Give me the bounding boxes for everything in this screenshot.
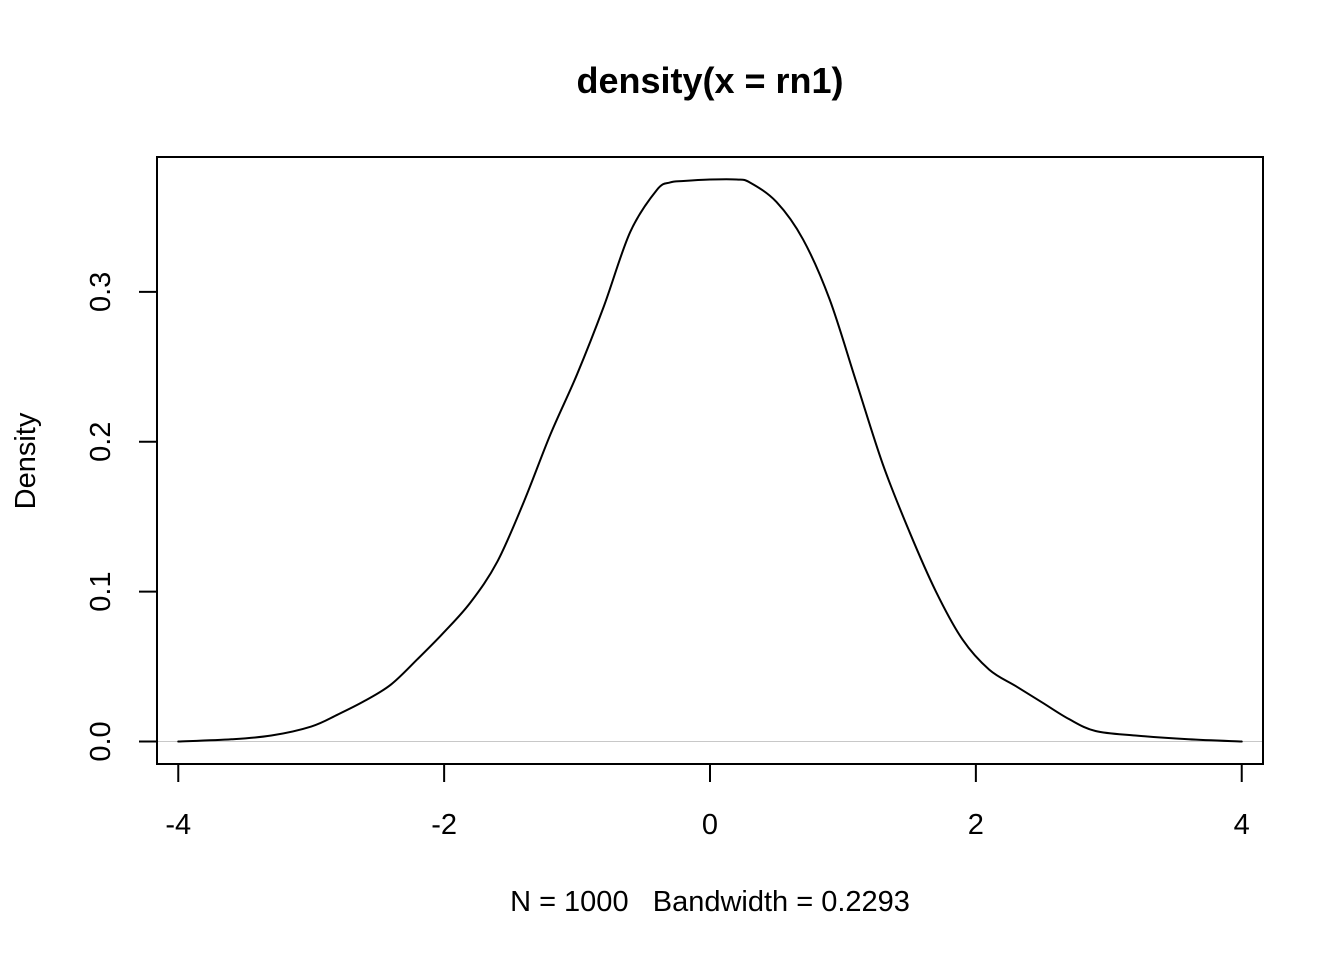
x-tick-label: 0 bbox=[702, 809, 718, 841]
x-tick-label: -4 bbox=[165, 809, 191, 841]
y-tick-label: 0.3 bbox=[85, 272, 117, 312]
x-axis-label: N = 1000 Bandwidth = 0.2293 bbox=[510, 886, 910, 918]
plot-area bbox=[158, 178, 1262, 743]
density-curve bbox=[177, 178, 1243, 743]
plot-frame bbox=[156, 156, 1264, 765]
x-tick-label: 4 bbox=[1234, 809, 1250, 841]
y-tick-label: 0.1 bbox=[85, 571, 117, 611]
y-axis-label: Density bbox=[10, 412, 42, 509]
y-tick-label: 0.0 bbox=[85, 721, 117, 761]
x-tick-label: -2 bbox=[431, 809, 457, 841]
x-tick-label: 2 bbox=[968, 809, 984, 841]
x-axis: -4 -2 0 2 4 bbox=[165, 763, 1250, 841]
chart-title: density(x = rn1) bbox=[576, 60, 843, 101]
y-axis: 0.0 0.1 0.2 0.3 bbox=[85, 272, 158, 762]
y-tick-label: 0.2 bbox=[85, 422, 117, 462]
